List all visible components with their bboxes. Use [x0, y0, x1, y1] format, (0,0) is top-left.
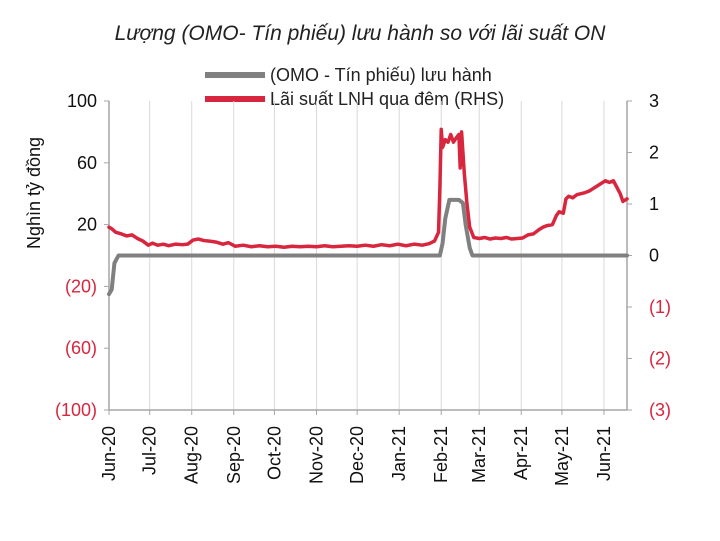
- x-tick-label: Oct-20: [264, 426, 284, 480]
- y-left-tick-label: 20: [77, 215, 97, 235]
- x-tick-label: Feb-21: [431, 426, 451, 483]
- x-tick-label: Jun-21: [594, 426, 614, 481]
- series-line-omo: [107, 197, 629, 297]
- y-axis-left: 100 60 20 (20) (60) (100): [55, 91, 109, 420]
- legend: (OMO - Tín phiếu) lưu hành Lãi suất LNH …: [205, 65, 504, 109]
- x-tick-label: Jan-21: [389, 426, 409, 481]
- y-right-tick-label: 0: [649, 246, 659, 266]
- y-left-tick-label: (100): [55, 400, 97, 420]
- y-right-tick-label: (1): [649, 297, 671, 317]
- y-right-tick-label: (3): [649, 400, 671, 420]
- x-tick-label: May-21: [552, 426, 572, 486]
- series-layer: [107, 127, 629, 297]
- legend-label-omo: (OMO - Tín phiếu) lưu hành: [270, 65, 492, 85]
- x-tick-label: Jul-20: [140, 426, 160, 475]
- x-tick-label: Sep-20: [224, 426, 244, 484]
- series-line-rate: [107, 127, 629, 250]
- y-left-tick-label: 100: [67, 91, 97, 111]
- chart-title: Lượng (OMO- Tín phiếu) lưu hành so với l…: [115, 22, 607, 45]
- x-tick-label: Nov-20: [306, 426, 326, 484]
- x-tick-label: Aug-20: [182, 426, 202, 484]
- y-right-tick-label: 3: [649, 91, 659, 111]
- y-left-tick-label: (60): [65, 338, 97, 358]
- x-tick-label: Jun-20: [99, 426, 119, 481]
- y-left-tick-label: (20): [65, 276, 97, 296]
- y-right-tick-label: 1: [649, 194, 659, 214]
- x-axis: Jun-20 Jul-20 Aug-20 Sep-20 Oct-20 Nov-20 Dec-…: [99, 410, 614, 486]
- x-tick-label: Mar-21: [469, 426, 489, 483]
- y-left-tick-label: 60: [77, 153, 97, 173]
- x-tick-label: Dec-20: [347, 426, 367, 484]
- y-right-tick-label: 2: [649, 143, 659, 163]
- y-axis-right: 3 2 1 0 (1) (2) (3): [627, 91, 671, 420]
- legend-label-rate: Lãi suất LNH qua đêm (RHS): [270, 89, 504, 109]
- x-tick-label: Apr-21: [511, 426, 531, 480]
- y-right-tick-label: (2): [649, 349, 671, 369]
- y-axis-label: Nghìn tỷ đồng: [24, 137, 44, 249]
